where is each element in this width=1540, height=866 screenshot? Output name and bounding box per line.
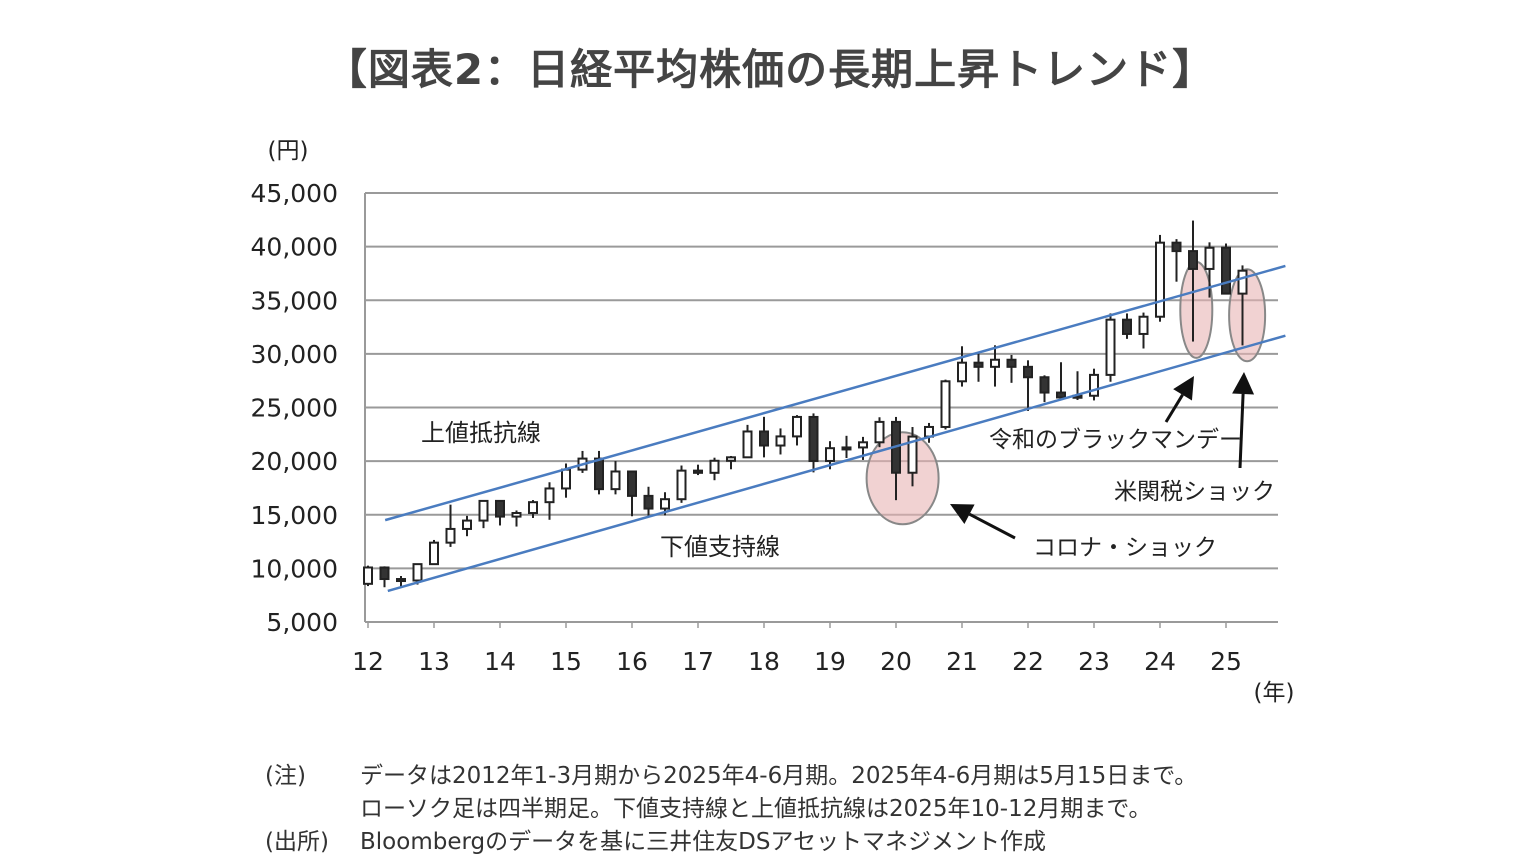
candle-down [973, 361, 984, 368]
x-tick-label: 18 [748, 647, 780, 676]
candle-down [1023, 365, 1033, 379]
candle-up [709, 459, 720, 474]
y-tick-label: 25,000 [251, 394, 338, 423]
chart-title: 【図表2：日経平均株価の長期上昇トレンド】 [324, 45, 1216, 94]
candle-down [1188, 250, 1198, 270]
x-tick-label: 21 [946, 647, 978, 676]
candle-up [363, 566, 373, 585]
candle-up [660, 498, 670, 510]
x-tick-label: 20 [880, 647, 912, 676]
note-line-2: ローソク足は四半期足。下値支持線と上値抵抗線は2025年10-12月期まで。 [360, 796, 1152, 822]
arrow-head-icon [1232, 372, 1255, 395]
candle-down [1006, 358, 1017, 368]
x-tick-label: 13 [418, 647, 450, 676]
candle-up [676, 469, 687, 501]
x-tick-label: 14 [484, 647, 516, 676]
candle-up [445, 527, 456, 544]
candle-up [1089, 373, 1099, 397]
resistance-label: 上値抵抗線 [421, 419, 541, 447]
candle-up [874, 420, 885, 444]
candle-up [429, 541, 439, 566]
highlight-ellipse [865, 431, 940, 526]
arrow-head-icon [1173, 376, 1194, 401]
candle-down [594, 457, 604, 491]
candle-down [1122, 318, 1132, 335]
candle-up [462, 519, 472, 530]
candle-up [544, 487, 555, 504]
candle-down [808, 415, 819, 462]
candle-up [990, 358, 1000, 368]
candle-up [610, 470, 621, 491]
candle-up [1105, 318, 1116, 376]
y-tick-label: 5,000 [266, 608, 338, 637]
candle-up [775, 435, 786, 447]
y-tick-label: 10,000 [251, 554, 338, 583]
x-tick-label: 16 [616, 647, 648, 676]
annotation-label: 令和のブラックマンデー [989, 427, 1242, 453]
support-label: 下値支持線 [660, 533, 780, 561]
x-tick-label: 25 [1210, 647, 1242, 676]
highlight-ellipse [1179, 260, 1214, 359]
x-tick-label: 24 [1144, 647, 1176, 676]
candle-down [396, 578, 406, 583]
y-tick-label: 30,000 [251, 340, 338, 369]
resistance-line [384, 264, 1286, 522]
candle-up [957, 361, 967, 383]
candle-up [511, 512, 522, 518]
candle-down [693, 469, 703, 474]
y-tick-label: 45,000 [251, 179, 338, 208]
y-tick-label: 15,000 [251, 501, 338, 530]
x-axis-unit: (年) [1254, 680, 1295, 706]
arrow-shaft [1164, 394, 1184, 423]
candle-up [742, 430, 753, 459]
candle-down [1221, 246, 1231, 295]
source-text: Bloombergのデータを基に三井住友DSアセットマネジメント作成 [360, 829, 1046, 855]
candle-down [643, 494, 654, 510]
y-axis-unit: (円) [268, 138, 309, 164]
x-tick-label: 22 [1012, 647, 1044, 676]
candle-up [528, 501, 538, 515]
candle-up [858, 441, 868, 449]
x-tick-label: 12 [352, 647, 384, 676]
candle-up [1155, 241, 1165, 318]
note-line-1: データは2012年1-3月期から2025年4-6月期。2025年4-6月期は5月… [360, 763, 1198, 789]
candle-up [726, 456, 736, 462]
x-tick-label: 23 [1078, 647, 1110, 676]
arrow-shaft [968, 512, 1016, 540]
annotation-label: コロナ・ショック [1033, 535, 1217, 561]
candle-down [1171, 241, 1182, 253]
candle-up [478, 499, 489, 522]
y-tick-label: 40,000 [251, 233, 338, 262]
candle-down [627, 470, 637, 497]
support-line [387, 334, 1286, 593]
candle-up [1204, 246, 1215, 270]
y-tick-label: 20,000 [251, 447, 338, 476]
arrow-head-icon [950, 504, 975, 524]
candle-up [841, 446, 852, 451]
candle-up [792, 415, 802, 438]
candle-up [825, 447, 835, 462]
candle-up [1237, 269, 1248, 295]
annotation-label: 米関税ショック [1114, 479, 1275, 505]
candle-down [1056, 391, 1066, 399]
candle-down [1039, 376, 1050, 394]
candle-down [495, 499, 505, 518]
candle-down [379, 566, 390, 581]
arrow-shaft [1238, 393, 1245, 469]
x-tick-label: 17 [682, 647, 714, 676]
candle-down [759, 430, 769, 447]
y-tick-label: 35,000 [251, 286, 338, 315]
candle-up [940, 380, 951, 428]
candle-up [1138, 315, 1149, 335]
candle-up [412, 563, 423, 582]
candle-up [907, 435, 918, 474]
source-label: (出所) [265, 829, 329, 855]
x-tick-label: 15 [550, 647, 582, 676]
candle-up [561, 468, 571, 490]
note-label: (注) [265, 763, 306, 789]
x-tick-label: 19 [814, 647, 846, 676]
